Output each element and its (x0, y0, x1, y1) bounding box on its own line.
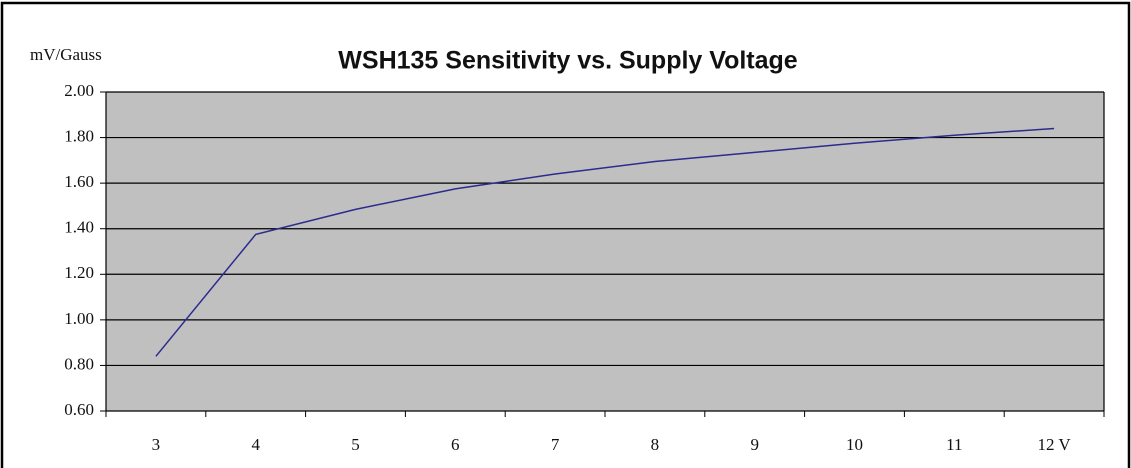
y-tick-label: 1.80 (64, 126, 94, 145)
data-line (155, 127, 1055, 357)
y-tick-label: 1.60 (64, 172, 94, 191)
x-tick-label: 5 (351, 435, 360, 454)
x-tick-label: 8 (651, 435, 660, 454)
x-tick-label: 7 (551, 435, 560, 454)
x-tick-label: 10 (846, 435, 863, 454)
x-tick-label: 12 V (1037, 435, 1071, 454)
y-tick-label: 0.60 (64, 400, 94, 419)
y-tick-label: 1.20 (64, 263, 94, 282)
y-tick-label: 1.40 (64, 218, 94, 237)
plot-area (106, 92, 1104, 411)
x-tick-label: 3 (152, 435, 161, 454)
x-tick-label: 6 (451, 435, 460, 454)
y-tick-label: 0.80 (64, 354, 94, 373)
x-tick-label: 11 (946, 435, 962, 454)
x-tick-label: 4 (251, 435, 260, 454)
y-tick-label: 2.00 (64, 81, 94, 100)
x-tick-label: 9 (750, 435, 759, 454)
y-axis-label: mV/Gauss (30, 45, 102, 64)
y-tick-label: 1.00 (64, 309, 94, 328)
chart-title: WSH135 Sensitivity vs. Supply Voltage (338, 47, 797, 75)
